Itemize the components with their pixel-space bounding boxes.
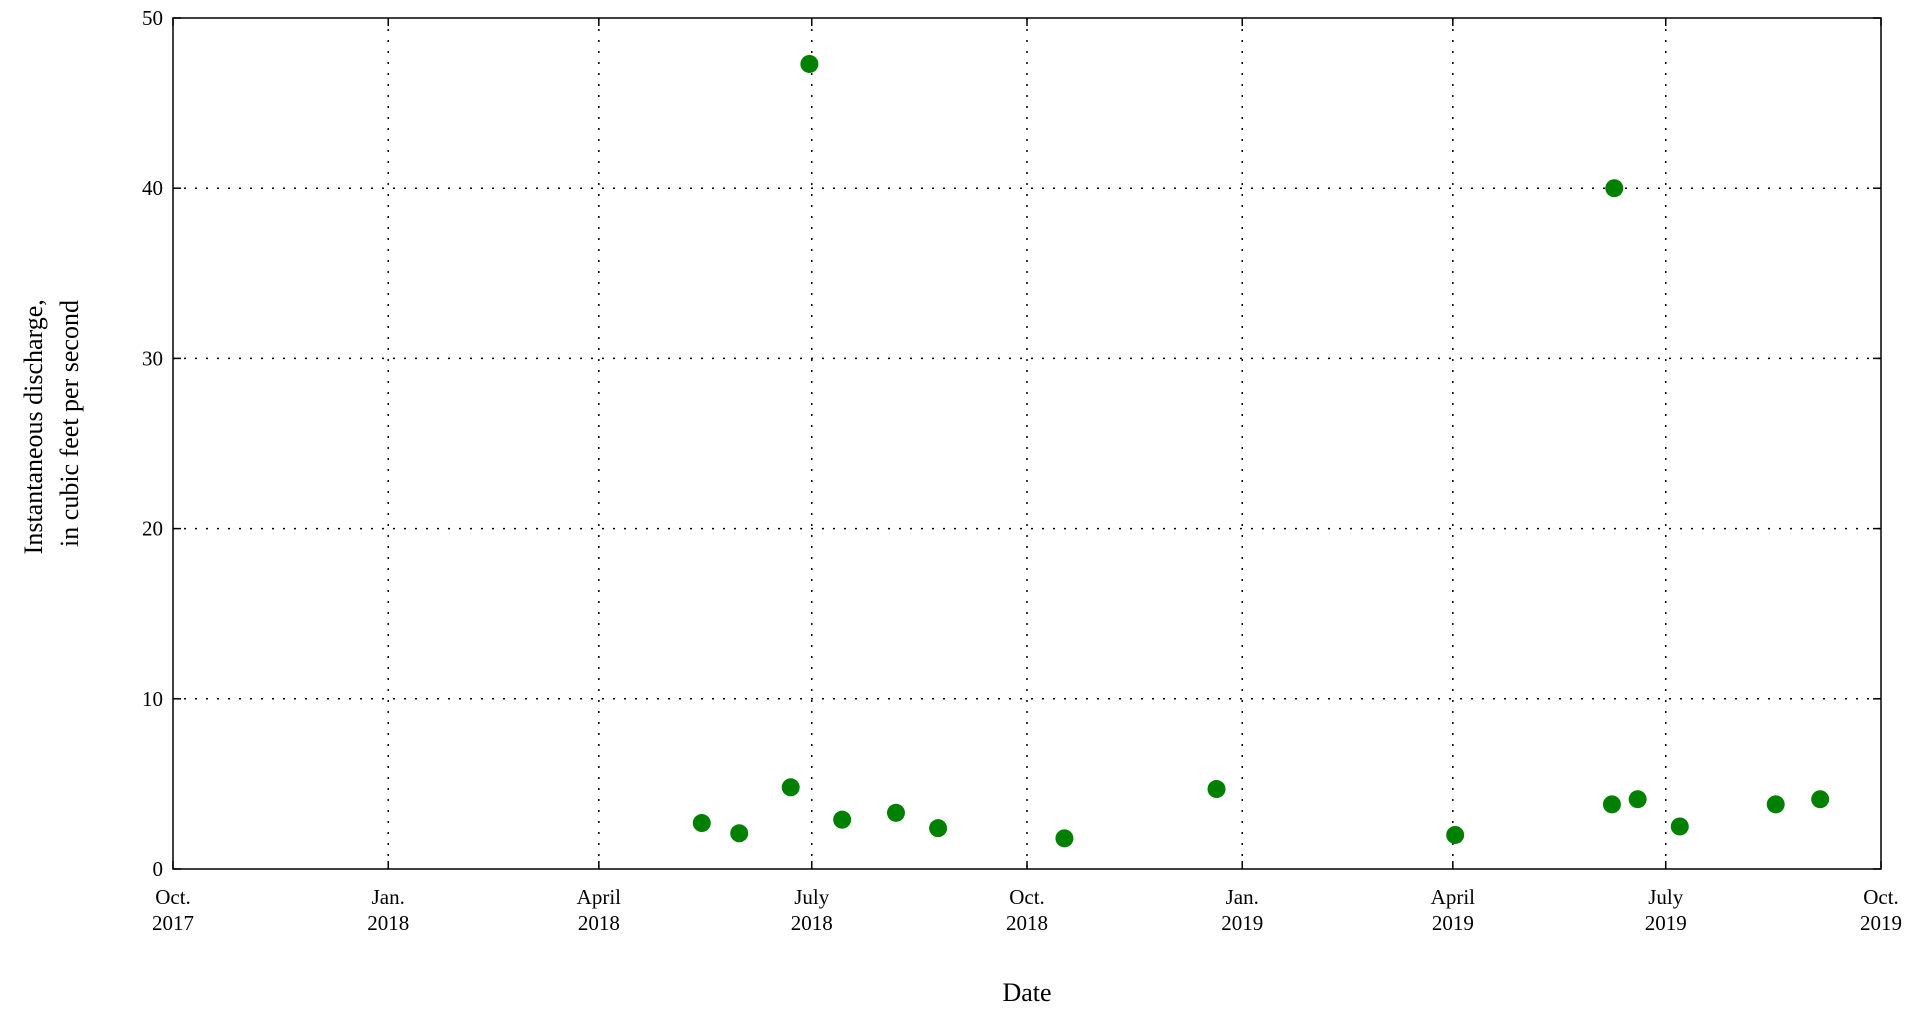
y-tick-label: 20 — [142, 517, 163, 541]
grid-layer — [173, 18, 1881, 869]
y-axis-title-line-2: in cubic feet per second — [55, 300, 84, 547]
y-axis-title: Instantaneous discharge, in cubic feet p… — [19, 293, 84, 555]
x-tick-label-line: 2018 — [1006, 911, 1048, 935]
x-tick-label-line: 2017 — [152, 911, 194, 935]
x-tick-label: July 2019 — [1645, 885, 1687, 935]
y-tick-label: 50 — [142, 6, 163, 30]
data-point — [1055, 829, 1074, 848]
x-tick-label-line: 2018 — [791, 911, 833, 935]
data-point — [886, 803, 905, 822]
x-tick-label: Oct. 2018 — [1006, 885, 1048, 935]
data-point — [730, 824, 749, 843]
x-axis-title: Date — [1002, 978, 1051, 1006]
y-tick-label: 30 — [142, 346, 163, 370]
x-tick-label-line: Oct. — [1863, 885, 1899, 909]
x-tick-label: Oct. 2017 — [152, 885, 194, 935]
x-tick-label-line: 2019 — [1432, 911, 1474, 935]
x-tick-label-line: 2019 — [1860, 911, 1902, 935]
x-tick-label: Jan. 2018 — [367, 885, 409, 935]
x-tick-label-line: 2018 — [578, 911, 620, 935]
x-tick-label-line: 2019 — [1645, 911, 1687, 935]
x-tick-label-line: July — [1648, 885, 1684, 909]
x-tick-label: April 2019 — [1431, 885, 1475, 935]
data-point — [1766, 795, 1785, 814]
data-point — [929, 819, 948, 838]
data-point — [833, 810, 852, 829]
data-point — [781, 778, 800, 797]
x-tick-label-line: Jan. — [372, 885, 405, 909]
x-tick-label: July 2018 — [791, 885, 833, 935]
data-point — [1811, 790, 1830, 809]
x-tick-label-line: Jan. — [1226, 885, 1259, 909]
y-tick-label: 0 — [153, 857, 164, 881]
x-tick-label: Oct. 2019 — [1860, 885, 1902, 935]
data-point — [1446, 825, 1465, 844]
x-tick-label-line: Oct. — [1009, 885, 1045, 909]
x-tick-label-line: July — [794, 885, 830, 909]
data-point — [1605, 179, 1624, 198]
y-tick-label: 10 — [142, 687, 163, 711]
x-tick-label-line: 2018 — [367, 911, 409, 935]
data-point — [1207, 780, 1226, 799]
y-tick-label: 40 — [142, 176, 163, 200]
data-point — [1628, 790, 1647, 809]
data-point — [1602, 795, 1621, 814]
x-tick-label-line: 2019 — [1221, 911, 1263, 935]
plot-frame — [172, 17, 1882, 870]
x-tick-label-line: April — [577, 885, 621, 909]
x-tick-label-line: April — [1431, 885, 1475, 909]
data-point — [692, 814, 711, 833]
y-axis-title-line-1: Instantaneous discharge, — [19, 299, 48, 554]
data-point — [800, 54, 819, 73]
x-tick-label: Jan. 2019 — [1221, 885, 1263, 935]
data-points — [692, 54, 1830, 848]
x-tick-label-line: Oct. — [155, 885, 191, 909]
data-point — [1670, 817, 1689, 836]
x-tick-label: April 2018 — [577, 885, 621, 935]
